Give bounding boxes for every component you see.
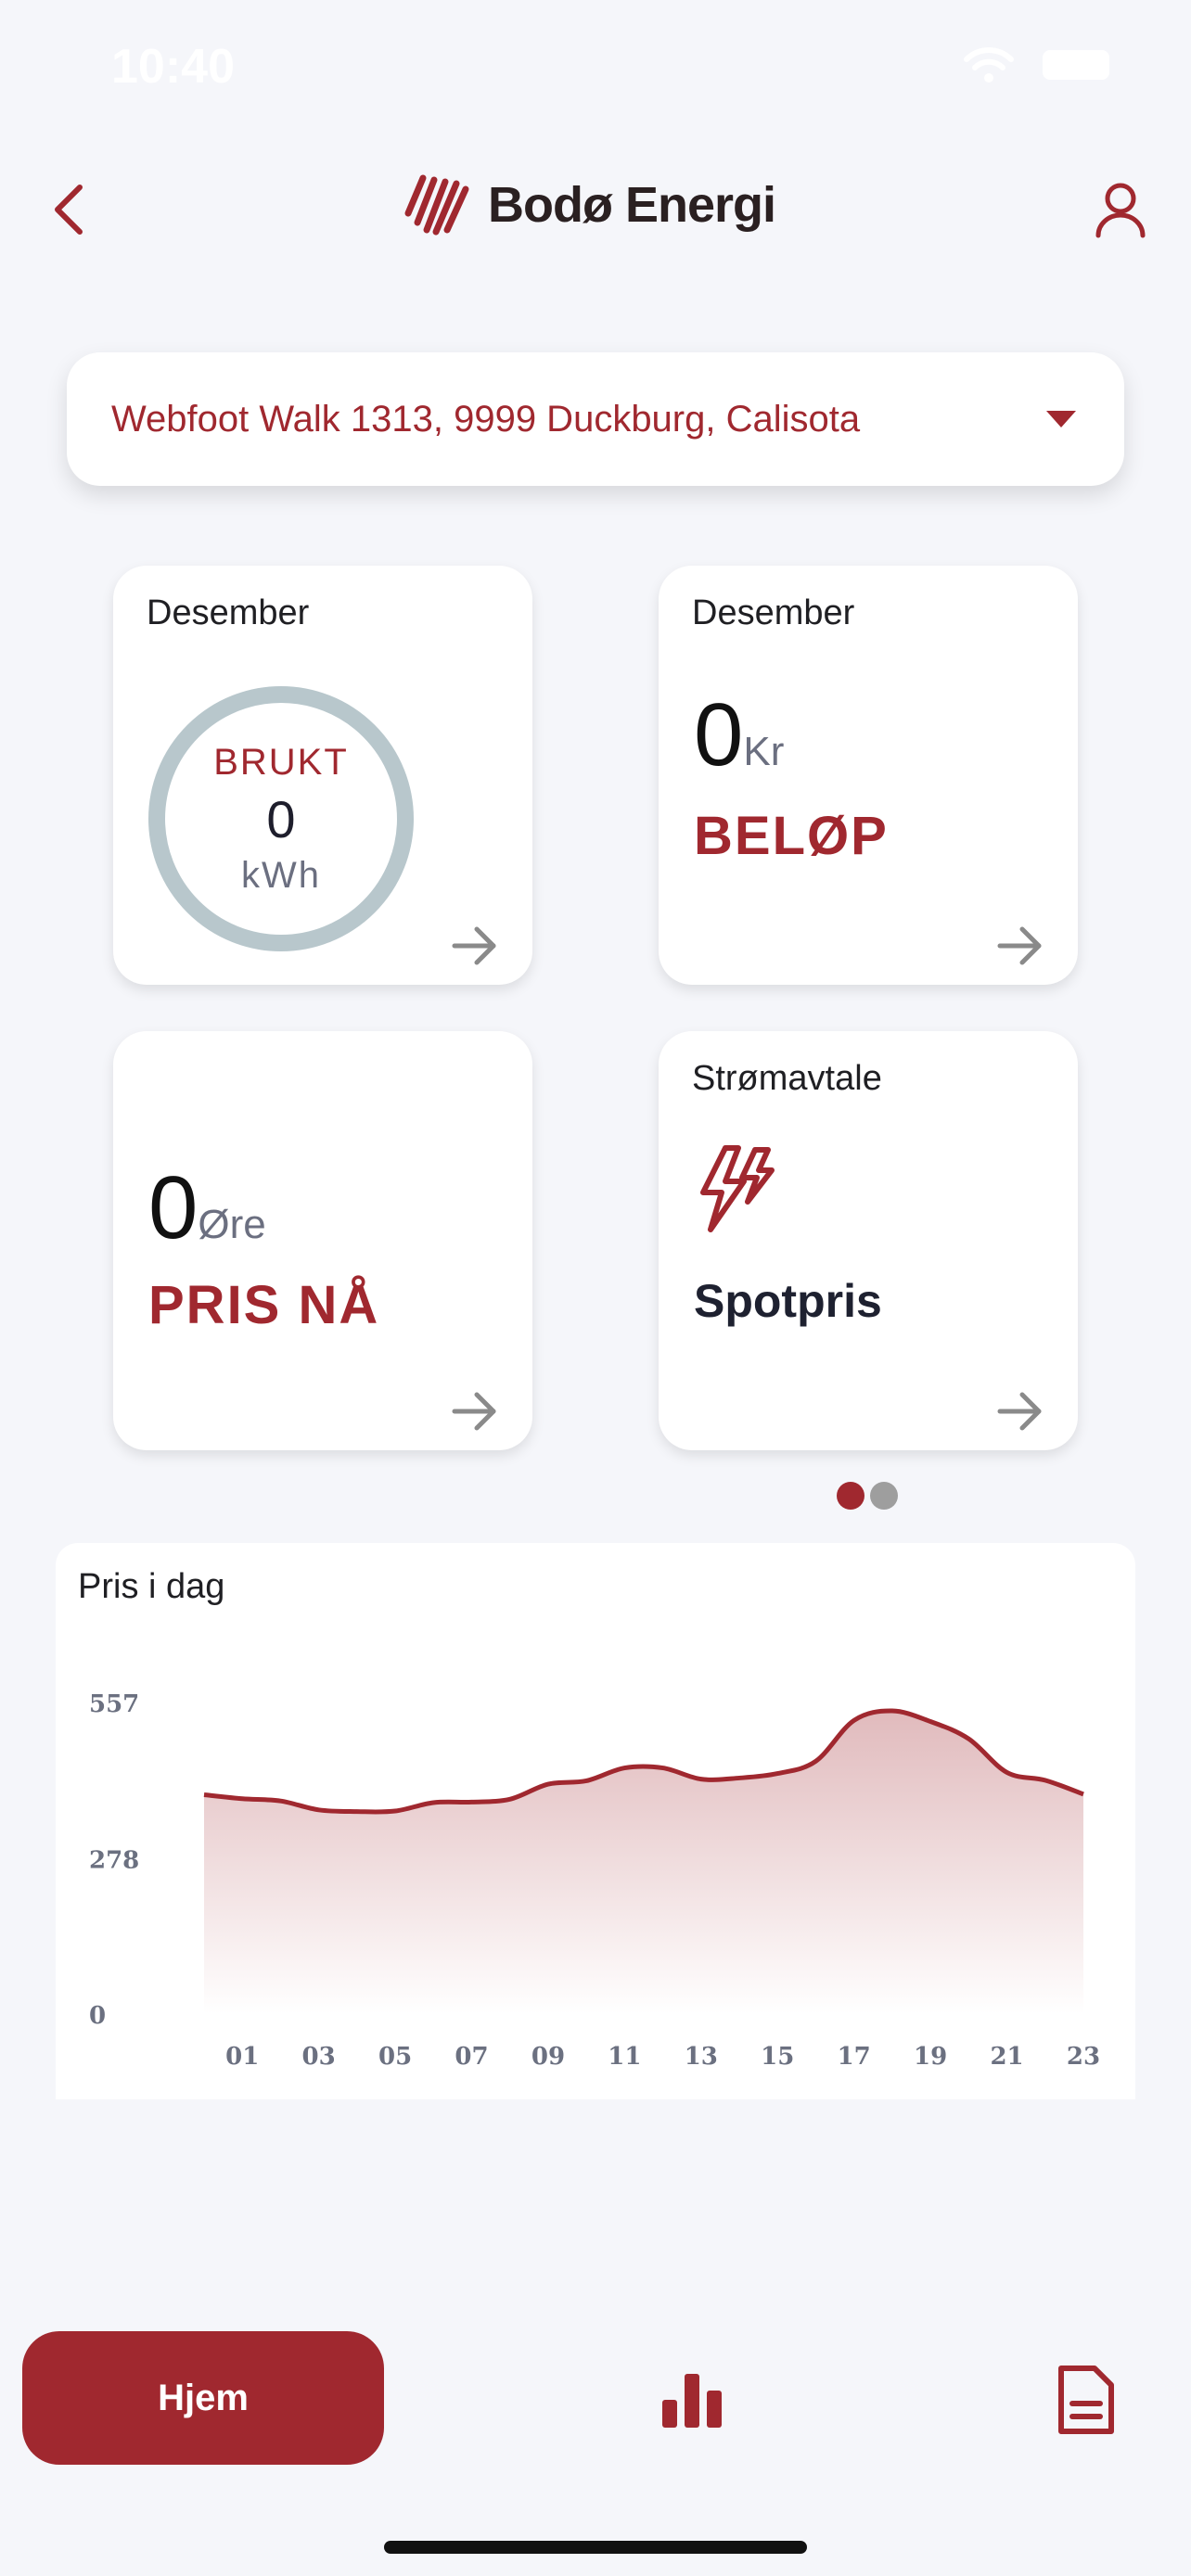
x-tick-label: 11: [608, 2043, 641, 2071]
amount-month: Desember: [692, 593, 855, 632]
arrow-right-icon: [997, 1392, 1042, 1431]
usage-card[interactable]: Desember BRUKT 0 kWh: [113, 566, 532, 985]
document-icon[interactable]: [1052, 2363, 1119, 2437]
amount-card[interactable]: Desember 0Kr BELØP: [659, 566, 1078, 985]
x-tick-label: 13: [685, 2043, 718, 2071]
agreement-label: Strømavtale: [692, 1059, 882, 1098]
pager-dots: [837, 1482, 898, 1510]
price-now-card[interactable]: 0Øre PRIS NÅ: [113, 1031, 532, 1450]
arrow-right-icon: [997, 926, 1042, 965]
status-time: 10:40: [111, 40, 235, 94]
price-caption: PRIS NÅ: [148, 1275, 380, 1335]
x-tick-label: 01: [225, 2043, 259, 2071]
x-tick-label: 05: [378, 2043, 412, 2071]
price-chart: 557 278 0 01 03 05 07 09 11 13 15 17 19 21 23: [89, 1690, 1100, 2071]
chevron-down-icon: [1046, 411, 1076, 427]
tab-bar: Hjem: [0, 2327, 1191, 2467]
x-tick-label: 19: [914, 2043, 947, 2071]
amount-caption: BELØP: [694, 806, 889, 866]
price-line: [203, 1708, 1084, 1815]
bar-chart-icon[interactable]: [659, 2366, 725, 2433]
chart-title: Pris i dag: [78, 1567, 225, 1606]
agreement-card[interactable]: Strømavtale Spotpris: [659, 1031, 1078, 1450]
y-tick-label: 278: [89, 1846, 139, 1874]
tab-home[interactable]: Hjem: [22, 2331, 384, 2465]
usage-ring: [148, 686, 414, 951]
brand-name: Bodø Energi: [488, 177, 776, 233]
price-value: 0: [148, 1158, 198, 1257]
usage-ring-content: BRUKT 0 kWh: [147, 684, 416, 953]
status-icons: [963, 46, 1109, 83]
price-area: [204, 1711, 1083, 2014]
agreement-value: Spotpris: [694, 1275, 882, 1327]
x-tick-label: 17: [838, 2043, 871, 2071]
usage-value: 0: [266, 789, 296, 848]
price-value-row: 0Øre: [148, 1157, 266, 1259]
x-tick-label: 09: [531, 2043, 565, 2071]
wifi-icon: [964, 47, 1014, 83]
usage-unit: kWh: [241, 854, 321, 896]
y-tick-label: 557: [89, 1690, 139, 1718]
battery-icon: [1043, 50, 1109, 80]
pager-dot-active[interactable]: [837, 1482, 864, 1510]
back-icon[interactable]: [37, 176, 104, 243]
brand-mark-icon: [404, 174, 469, 236]
usage-label: BRUKT: [213, 741, 349, 783]
brand-logo: Bodø Energi: [399, 172, 776, 237]
amount-value-row: 0Kr: [694, 684, 784, 786]
app-header: Bodø Energi: [0, 167, 1191, 250]
x-tick-label: 03: [302, 2043, 336, 2071]
address-selector[interactable]: Webfoot Walk 1313, 9999 Duckburg, Caliso…: [67, 352, 1124, 486]
user-icon[interactable]: [1087, 176, 1154, 243]
x-tick-label: 15: [761, 2043, 794, 2071]
arrow-right-icon: [452, 926, 496, 965]
usage-month: Desember: [147, 593, 310, 632]
x-tick-label: 23: [1067, 2043, 1100, 2071]
address-text: Webfoot Walk 1313, 9999 Duckburg, Caliso…: [111, 398, 861, 440]
arrow-right-icon: [452, 1392, 496, 1431]
y-tick-label: 0: [89, 2002, 106, 2030]
status-bar: 10:40: [0, 0, 1191, 130]
amount-value: 0: [694, 685, 744, 784]
price-unit: Øre: [198, 1202, 266, 1247]
amount-unit: Kr: [743, 729, 785, 774]
pager-dot[interactable]: [870, 1482, 898, 1510]
lightning-icon: [700, 1145, 775, 1232]
x-tick-label: 07: [455, 2043, 488, 2071]
home-indicator: [384, 2541, 807, 2554]
price-chart-card: Pris i dag 557 278 0 01 03 05 07 09 11 13 15 17 19 21…: [56, 1543, 1135, 2099]
x-tick-label: 21: [990, 2043, 1023, 2071]
